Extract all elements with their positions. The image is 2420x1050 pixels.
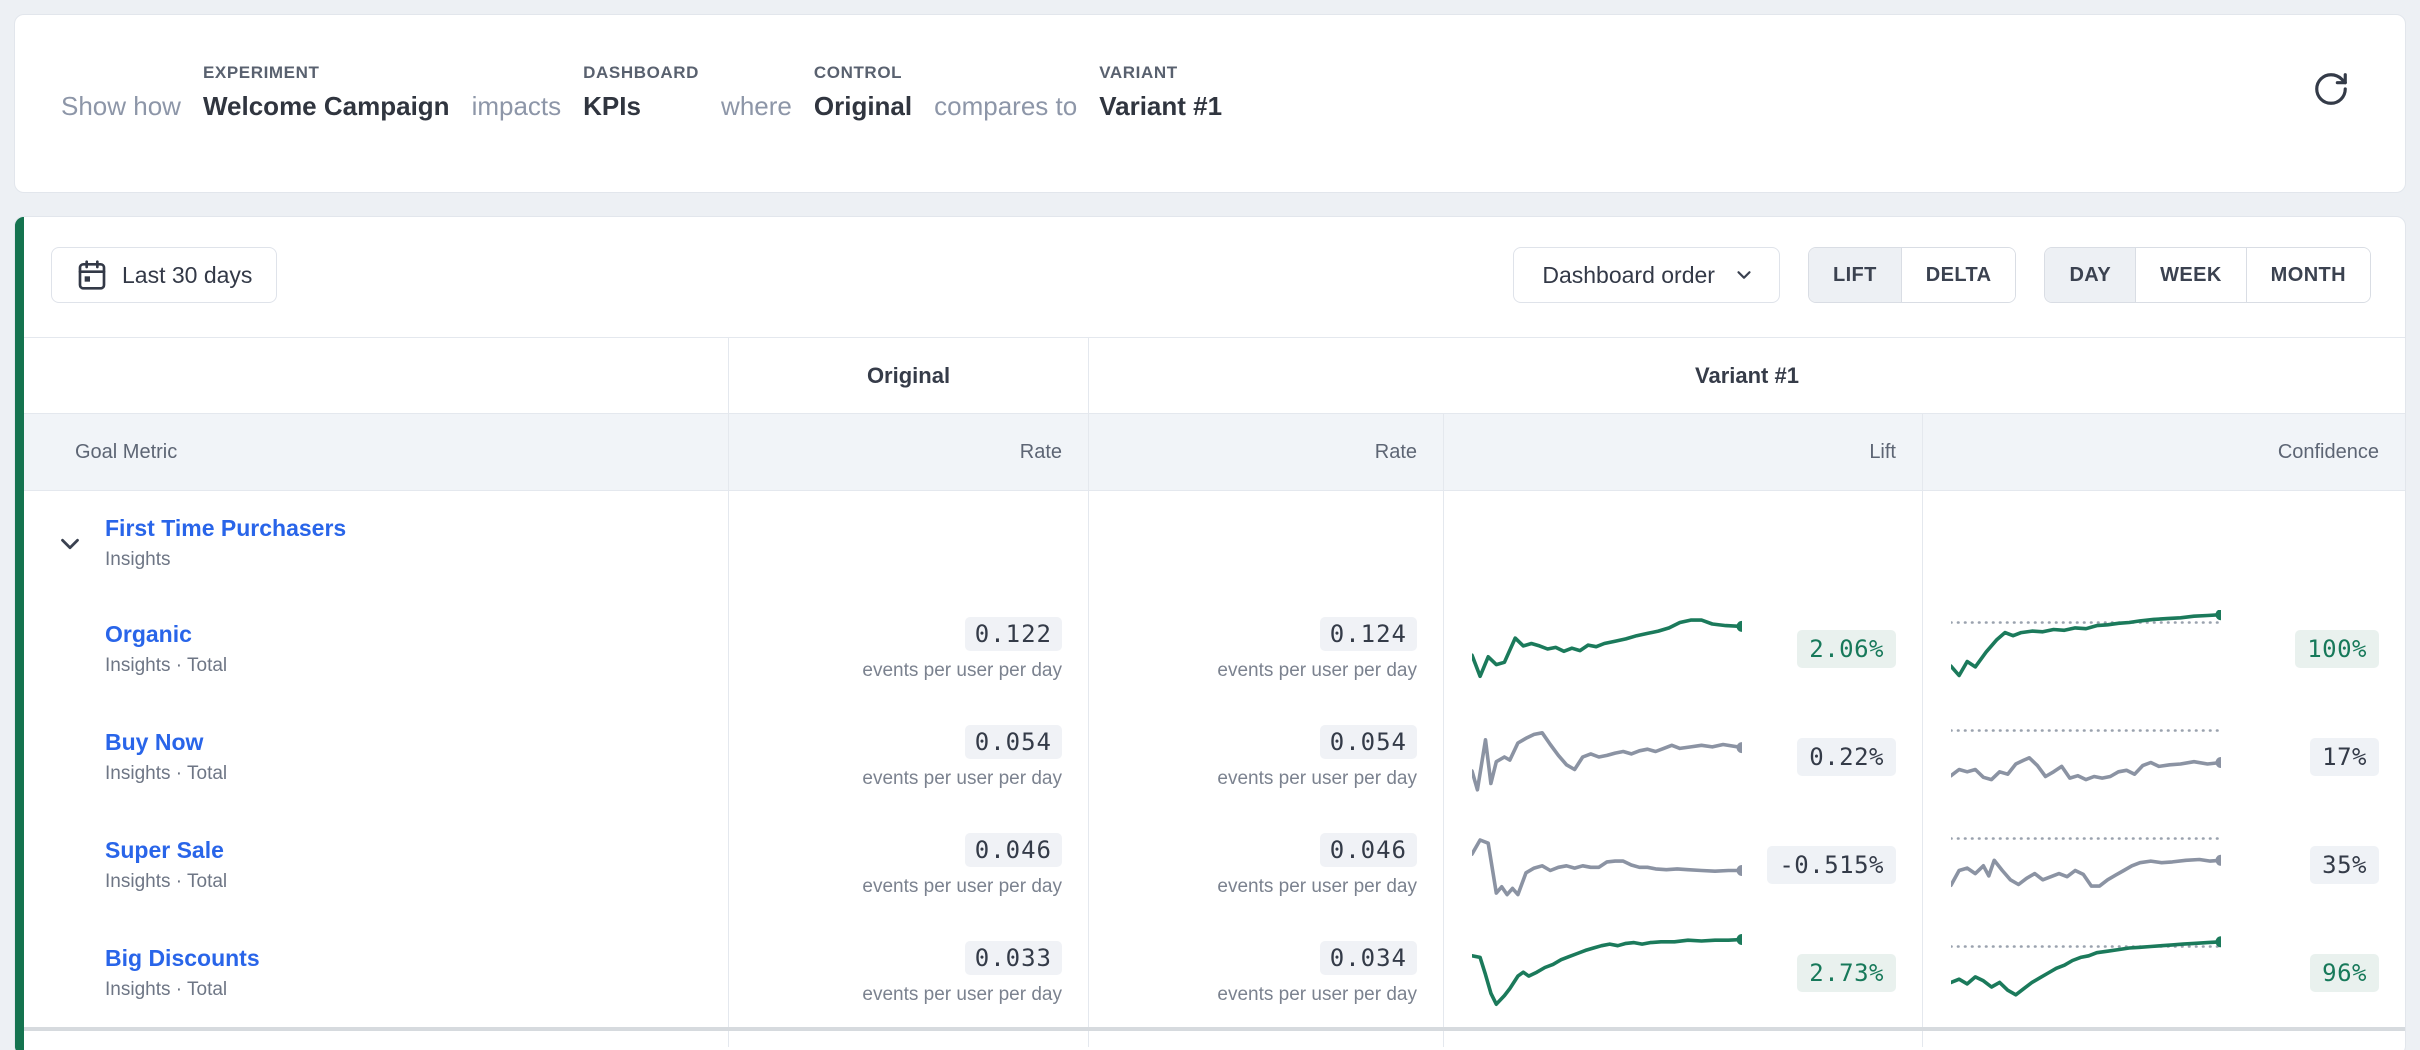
metric-link[interactable]: Big Discounts [105,945,260,971]
table-toolbar: Last 30 days Dashboard order LIFT DELTA … [15,217,2405,337]
group-metric-source: Insights [105,549,171,570]
rate-unit: events per user per day [1217,875,1417,897]
lift-sparkline [1472,934,1742,1012]
metric-source: Insights · Total [105,763,228,784]
control-rate-value: 0.122 [964,616,1062,651]
metric-link[interactable]: Buy Now [105,729,204,755]
lift-sparkline [1472,826,1742,904]
lift-badge: 0.22% [1797,738,1896,776]
dashboard-label: DASHBOARD [583,63,700,82]
rate-unit: events per user per day [1217,659,1417,681]
rate-unit: events per user per day [862,767,1062,789]
experiment-value[interactable]: Welcome Campaign [202,91,450,121]
confidence-sparkline [1951,934,2221,1012]
sentence-connector: impacts [471,91,562,121]
table-row: Organic Insights · Total 0.122 events pe… [15,595,2405,703]
lift-sparkline [1472,610,1742,688]
variant-label: VARIANT [1099,63,1178,82]
col-header-confidence: Confidence [2277,440,2379,463]
col-header-lift: Lift [1444,414,1923,490]
control-rate-value: 0.033 [964,940,1062,975]
table-span-header-row: Original Variant #1 [15,337,2405,414]
collapse-chevron-icon[interactable] [55,527,89,561]
variant-value[interactable]: Variant #1 [1099,91,1223,121]
metric-source: Insights · Total [105,655,228,676]
rate-unit: events per user per day [1217,983,1417,1005]
metric-group-row: First Time Purchasers Insights [15,491,2405,595]
control-rate-value: 0.046 [964,832,1062,867]
confidence-sparkline [1951,826,2221,904]
refresh-button[interactable] [2307,65,2355,113]
toggle-option-day[interactable]: DAY [2045,248,2136,302]
span-header-variant: Variant #1 [1089,338,2405,413]
variant-rate-value: 0.054 [1319,724,1417,759]
rate-unit: events per user per day [862,983,1062,1005]
confidence-badge: 17% [2310,738,2379,776]
experiment-selector[interactable]: EXPERIMENT Welcome Campaign [203,63,450,122]
table-column-header-row: Goal Metric Rate Rate Lift Confidence [15,414,2405,491]
span-header-empty [15,338,729,413]
confidence-sparkline [1951,610,2221,688]
confidence-badge: 35% [2310,846,2379,884]
table-row-partial [15,1027,2405,1047]
col-header-rate-variant: Rate [1089,414,1444,490]
toggle-option-week[interactable]: WEEK [2135,248,2246,302]
dashboard-value[interactable]: KPIs [583,91,641,121]
confidence-badge: 100% [2295,630,2379,668]
toggle-option-month[interactable]: MONTH [2245,248,2370,302]
variant-rate-value: 0.124 [1319,616,1417,651]
variant-rate-value: 0.046 [1319,832,1417,867]
report-sentence: Show how EXPERIMENT Welcome Campaign imp… [15,15,2405,122]
metric-source: Insights · Total [105,871,228,892]
table-row: Big Discounts Insights · Total 0.033 eve… [15,919,2405,1027]
confidence-sparkline [1951,718,2221,796]
calendar-icon [76,259,108,291]
variant-rate-value: 0.034 [1319,940,1417,975]
variant-header-label: Variant #1 [1695,362,1799,388]
dashboard-selector[interactable]: DASHBOARD KPIs [583,63,699,122]
control-rate-value: 0.054 [964,724,1062,759]
granularity-toggle: DAY WEEK MONTH [2044,247,2371,303]
experiment-label: EXPERIMENT [202,63,320,82]
table-row: Super Sale Insights · Total 0.046 events… [15,811,2405,919]
date-range-button[interactable]: Last 30 days [51,247,278,303]
dashboard-order-dropdown[interactable]: Dashboard order [1513,247,1780,303]
confidence-badge: 96% [2310,954,2379,992]
rate-unit: events per user per day [862,875,1062,897]
metric-link[interactable]: Organic [105,621,192,647]
control-selector[interactable]: CONTROL Original [814,63,912,122]
lift-badge: 2.06% [1797,630,1896,668]
dashboard-order-label: Dashboard order [1542,261,1715,288]
metric-link[interactable]: Super Sale [105,837,224,863]
control-label: CONTROL [813,63,903,82]
chevron-down-icon [1733,264,1755,286]
report-header-card: Show how EXPERIMENT Welcome Campaign imp… [14,14,2406,193]
toggle-option-delta[interactable]: DELTA [1900,248,2016,302]
col-header-rate-original: Rate [729,414,1089,490]
lift-badge: -0.515% [1767,846,1896,884]
sentence-connector: where [721,91,792,121]
group-metric-link[interactable]: First Time Purchasers [105,515,347,541]
variant-selector[interactable]: VARIANT Variant #1 [1099,63,1222,122]
lift-badge: 2.73% [1797,954,1896,992]
sentence-connector: Show how [61,91,181,121]
rate-unit: events per user per day [862,659,1062,681]
original-header-label: Original [866,362,951,388]
col-header-goal-metric: Goal Metric [15,414,729,490]
lift-sparkline [1472,718,1742,796]
date-range-label: Last 30 days [122,261,253,288]
kpi-table-card: Last 30 days Dashboard order LIFT DELTA … [14,216,2406,1050]
sentence-connector: compares to [934,91,1078,121]
control-value[interactable]: Original [813,91,913,121]
span-header-original: Original [729,338,1089,413]
table-row: Buy Now Insights · Total 0.054 events pe… [15,703,2405,811]
toggle-option-lift[interactable]: LIFT [1808,248,1901,302]
lift-delta-toggle: LIFT DELTA [1807,247,2017,303]
rate-unit: events per user per day [1217,767,1417,789]
refresh-icon [2312,70,2350,108]
metric-source: Insights · Total [105,979,228,1000]
